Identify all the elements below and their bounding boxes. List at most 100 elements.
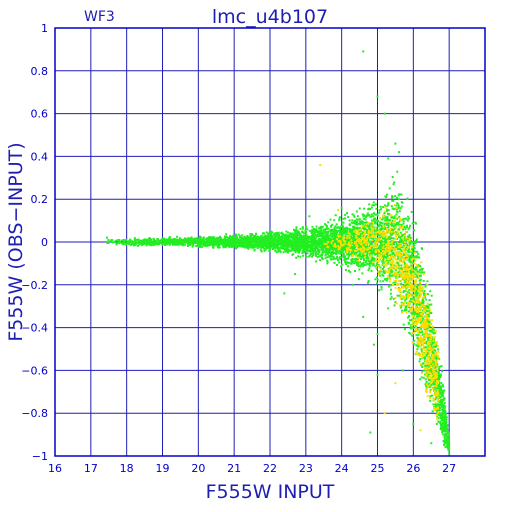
data-point: [362, 215, 365, 218]
data-point: [366, 252, 369, 255]
data-point: [357, 218, 360, 221]
data-point: [344, 213, 347, 216]
data-point: [369, 251, 372, 254]
data-point: [265, 238, 268, 241]
data-point: [446, 445, 448, 448]
data-point: [396, 244, 399, 247]
data-point: [239, 235, 241, 238]
data-point: [413, 271, 416, 274]
data-point: [368, 263, 371, 266]
data-point: [413, 259, 416, 262]
data-point: [357, 250, 360, 253]
data-point: [299, 244, 302, 247]
data-point: [300, 247, 303, 250]
data-point: [287, 246, 290, 249]
data-point: [426, 352, 428, 355]
data-point: [205, 244, 208, 247]
data-point: [283, 239, 286, 242]
data-point: [392, 216, 395, 219]
data-point: [297, 238, 300, 241]
data-point: [402, 228, 404, 231]
data-point: [305, 246, 308, 249]
data-point: [391, 195, 394, 198]
data-point: [311, 225, 314, 228]
grid-lines: [55, 28, 485, 456]
data-point: [296, 241, 299, 244]
data-point: [438, 408, 440, 411]
data-point: [441, 383, 444, 386]
data-point: [365, 236, 367, 239]
data-point: [342, 245, 345, 248]
data-point: [343, 229, 345, 232]
data-point: [374, 278, 377, 281]
data-point: [110, 238, 113, 241]
data-point: [352, 250, 355, 253]
data-point: [109, 240, 112, 242]
data-point: [380, 288, 383, 291]
data-point: [301, 243, 304, 246]
data-point: [330, 255, 333, 258]
data-point: [318, 250, 321, 253]
data-point: [344, 232, 347, 235]
data-point: [125, 239, 127, 242]
data-point: [432, 403, 435, 406]
data-point: [395, 222, 398, 225]
data-point: [378, 244, 381, 247]
data-point: [143, 240, 146, 243]
data-point: [275, 235, 278, 238]
data-point: [418, 271, 421, 274]
data-point: [382, 259, 385, 262]
data-point: [373, 248, 375, 250]
data-point: [291, 233, 293, 236]
data-point: [388, 270, 391, 273]
data-point: [322, 241, 325, 244]
data-point: [376, 264, 379, 266]
data-point: [327, 253, 329, 256]
data-point: [330, 253, 333, 256]
data-point: [314, 253, 317, 256]
data-point: [410, 261, 413, 263]
data-point: [396, 211, 399, 214]
data-point: [228, 244, 231, 247]
data-point: [429, 357, 432, 360]
data-point: [286, 247, 289, 250]
data-point: [413, 250, 416, 253]
data-point: [411, 251, 414, 254]
data-point: [445, 418, 448, 421]
data-point: [396, 233, 399, 236]
data-point: [399, 241, 402, 244]
data-point: [386, 222, 389, 225]
data-point: [331, 248, 334, 251]
data-point: [302, 249, 304, 252]
data-point: [416, 348, 419, 351]
data-point: [416, 292, 419, 295]
data-point: [306, 252, 309, 255]
data-point: [180, 242, 183, 245]
data-point: [326, 236, 329, 239]
data-point: [350, 247, 353, 250]
data-point: [378, 223, 381, 226]
data-point: [309, 249, 312, 252]
data-point: [281, 237, 284, 240]
data-point: [181, 239, 184, 241]
data-point: [363, 263, 366, 266]
data-point: [443, 397, 446, 400]
data-point: [204, 240, 206, 243]
data-point: [296, 234, 299, 237]
data-point: [237, 233, 240, 236]
data-point: [264, 248, 267, 251]
data-point: [414, 317, 417, 320]
data-point: [392, 225, 395, 227]
data-point: [367, 257, 370, 260]
data-point: [330, 247, 333, 250]
data-point: [400, 235, 403, 238]
data-point: [175, 242, 178, 244]
data-point: [355, 210, 358, 213]
data-point: [195, 239, 198, 242]
data-point: [361, 272, 364, 275]
data-point: [290, 245, 293, 248]
data-point: [365, 246, 367, 249]
data-point: [376, 278, 379, 281]
data-point: [244, 246, 247, 249]
data-point: [272, 245, 275, 248]
